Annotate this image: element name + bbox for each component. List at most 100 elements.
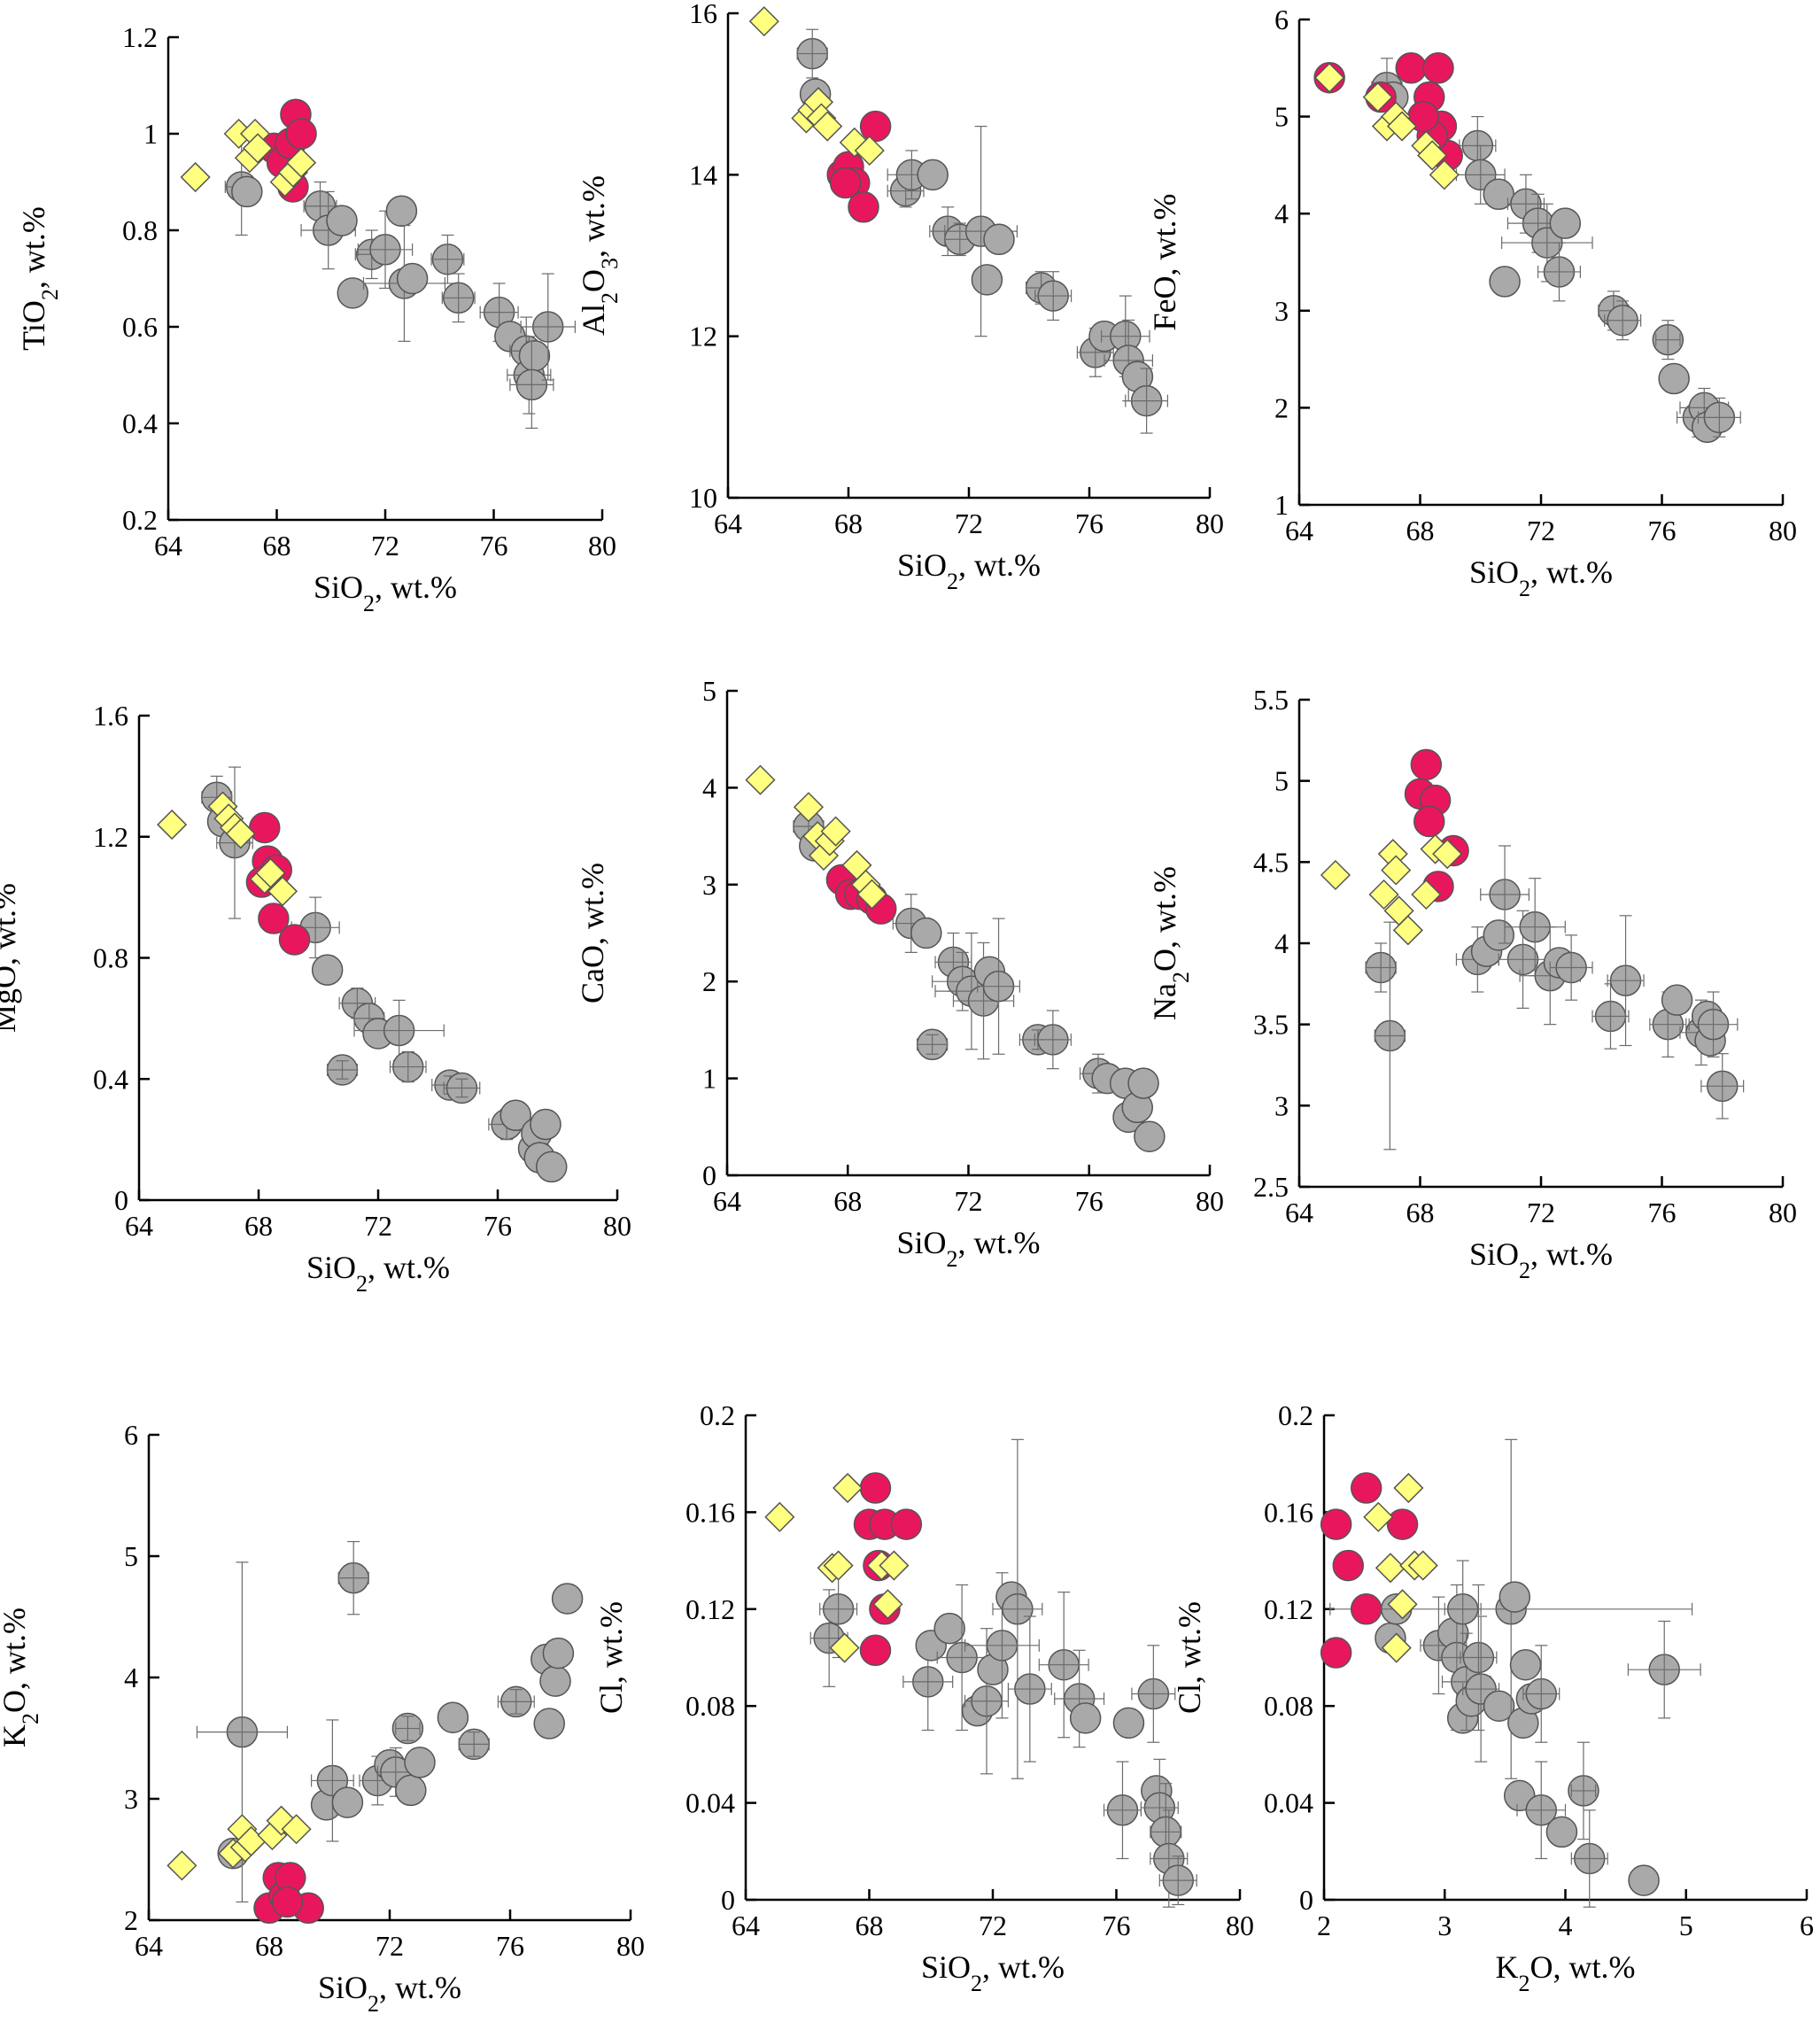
y-tick-label: 0 [114,1184,128,1216]
data-point [1489,266,1521,298]
data-point [167,1850,197,1881]
y-tick-label: 0 [721,1884,735,1916]
y-axis-title: Al2O3, wt.% [576,175,623,336]
x-tick-label: 76 [1075,1185,1104,1217]
data-point [1661,984,1693,1016]
data-point [748,6,779,37]
x-tick-label: 5 [1679,1910,1693,1941]
title-text: , wt.% [379,1970,461,2005]
y-axis-title: FeO, wt.% [1147,194,1182,331]
y-tick-label: 4 [124,1662,138,1693]
x-tick-label: 72 [1527,1197,1555,1228]
x-tick-label: 80 [1196,507,1224,539]
data-point [500,1099,531,1132]
data-point [745,764,776,795]
error-bar [796,28,828,79]
y-axis-title: Cl, wt.% [593,1601,629,1714]
data-point [829,167,862,199]
x-tick-label: 64 [154,530,182,562]
data-point [1127,1067,1159,1099]
data-point [1320,1637,1352,1669]
error-bar [1537,242,1581,302]
y-axis-title: MgO, wt.% [0,883,22,1033]
error-bar [1455,144,1506,205]
error-bar [964,1628,1010,1775]
data-point [1392,915,1423,946]
error-bar [389,1050,427,1083]
data-point [1483,1690,1515,1722]
data-point [1432,839,1463,870]
title-text: MgO, wt.% [0,883,22,1033]
data-point [833,1472,864,1504]
error-bar [1522,1645,1561,1743]
data-point [1387,1589,1418,1620]
data-point [1362,81,1393,112]
y-tick-label: 1.2 [122,21,158,53]
series-yellow [1314,62,1460,190]
error-bar [430,234,465,284]
series-yellow [167,1805,312,1881]
series-yellow [1320,833,1463,946]
x-axis-title: SiO2, wt.% [1469,554,1613,601]
data-point [1363,1501,1394,1532]
x-tick-label: 64 [135,1930,163,1962]
title-text: SiO [314,569,363,605]
y-tick-label: 0.08 [1264,1690,1313,1722]
data-point [267,876,298,907]
data-point [1320,1508,1352,1540]
y-tick-label: 0.12 [685,1593,735,1625]
x-tick-label: 64 [1285,515,1313,546]
y-tick-label: 0.4 [93,1063,128,1095]
data-point [542,1637,575,1670]
subscript: 2 [947,1246,958,1272]
subscript: 2 [363,591,375,616]
y-tick-label: 0.2 [1278,1399,1313,1431]
error-bar [1549,934,1593,1001]
title-text: , wt.% [1530,554,1613,590]
series-red [253,1862,324,1925]
error-bar [311,1719,354,1842]
data-point [286,147,317,178]
data-point [1332,1549,1364,1582]
error-bar [443,1078,481,1098]
error-bar [1125,368,1169,434]
title-text: , wt.% [982,1949,1065,1985]
data-point [890,1508,923,1540]
series-yellow [764,1472,910,1663]
data-point [848,191,879,223]
y-axis-title: Cl, wt.% [1172,1601,1207,1714]
subscript: 2 [597,292,623,304]
error-bar [1103,1761,1142,1860]
series-gray [224,137,576,430]
x-tick-label: 76 [1648,515,1677,546]
x-tick-label: 72 [979,1910,1007,1941]
error-bar [1697,397,1741,438]
error-bar [509,340,554,430]
x-tick-label: 64 [732,1910,760,1941]
data-point [854,135,885,167]
error-bar [1158,1855,1197,1906]
data-point [1381,1632,1412,1663]
data-point [1417,140,1448,171]
data-point [1658,362,1690,395]
error-bar [1570,1741,1597,1840]
data-point [231,175,263,208]
x-tick-label: 68 [1406,515,1435,546]
error-bar [1131,1645,1176,1743]
error-bar [1655,320,1681,360]
error-bar [1034,271,1073,322]
title-text: SiO [897,547,947,583]
data-point [820,816,851,847]
error-bar [1516,1761,1567,1860]
data-point [879,1550,910,1581]
title-text: SiO [318,1970,368,2005]
y-tick-label: 16 [689,0,717,29]
x-tick-label: 80 [1196,1185,1224,1217]
y-tick-label: 10 [689,482,717,514]
y-tick-label: 2 [1274,391,1289,423]
subscript: 2 [1168,972,1194,983]
y-tick-label: 3 [1274,1089,1289,1121]
y-tick-label: 5 [1274,765,1289,797]
title-text: SiO [921,1949,971,1985]
